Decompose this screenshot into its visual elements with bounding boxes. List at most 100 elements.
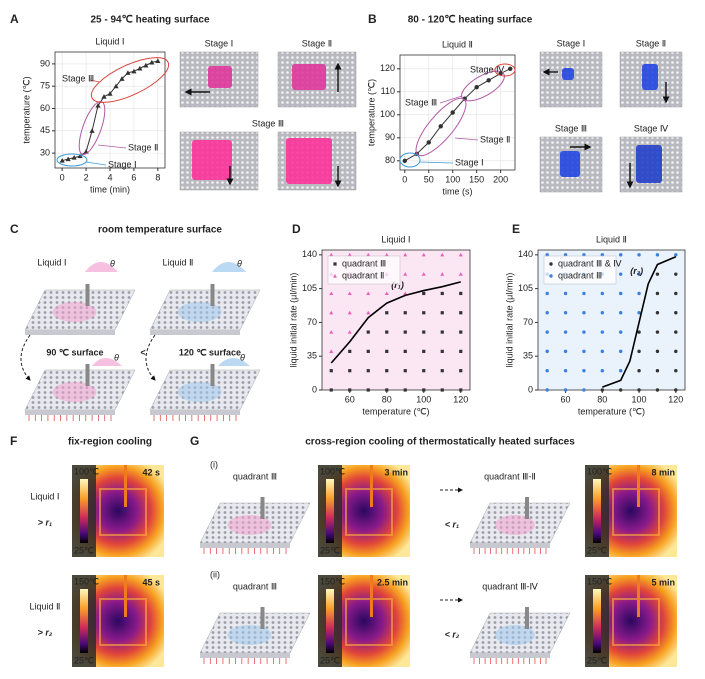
y-tick-label: 45	[40, 125, 50, 135]
point	[582, 291, 586, 296]
point	[329, 369, 333, 373]
point	[366, 388, 370, 392]
point	[149, 59, 155, 65]
y-tick-label: 0	[528, 384, 533, 394]
y-tick-label: 60	[40, 103, 50, 113]
x-tick-label: 200	[493, 174, 508, 184]
legend-label: quadrant Ⅲ	[342, 258, 386, 268]
scale-min: 25℃	[320, 545, 340, 555]
point	[131, 68, 137, 74]
point	[440, 272, 445, 276]
x-axis-label: time (s)	[443, 186, 473, 196]
y-tick-label: 0	[312, 384, 317, 394]
x-tick-label: 6	[131, 172, 136, 182]
scale-min: 25℃	[587, 655, 607, 665]
panel-letter: E	[512, 222, 520, 236]
surface-edge	[25, 330, 115, 335]
color-scale	[326, 589, 334, 653]
stage-label: Stage Ⅰ	[455, 157, 484, 167]
surface-edge	[470, 653, 550, 658]
needle	[525, 607, 529, 629]
photo-label: Stage Ⅳ	[634, 123, 669, 133]
point	[545, 368, 549, 373]
point	[384, 252, 389, 257]
angle-label: θ	[237, 258, 242, 268]
state-label: quadrant Ⅲ	[233, 471, 277, 481]
point	[366, 369, 370, 373]
state-label: quadrant Ⅲ-Ⅱ	[484, 471, 536, 481]
point	[403, 252, 408, 257]
droplet	[208, 66, 232, 88]
state-label: quadrant Ⅲ	[233, 581, 277, 591]
point	[600, 311, 605, 315]
x-axis-label: temperature (℃)	[362, 406, 429, 416]
point	[458, 272, 463, 276]
time-label: 2.5 min	[377, 577, 408, 587]
point	[637, 311, 641, 315]
plot-frame	[321, 249, 471, 391]
point	[440, 291, 444, 296]
time-label: 42 s	[142, 467, 160, 477]
point	[329, 252, 334, 257]
point	[385, 349, 389, 353]
legend-label: quadrant Ⅲ & Ⅳ	[558, 258, 622, 268]
point	[618, 368, 623, 373]
surface-edge	[200, 653, 290, 658]
point	[403, 369, 407, 373]
point	[459, 330, 463, 334]
chart-title: Liquid Ⅱ	[442, 39, 473, 49]
thermal-square	[345, 488, 393, 536]
point	[637, 388, 641, 392]
point	[385, 388, 389, 392]
liquid-label: Liquid Ⅱ	[163, 257, 194, 267]
photo-label: Stage Ⅲ	[252, 118, 284, 128]
legend-label: quadrant Ⅲ	[558, 270, 602, 280]
point	[600, 349, 605, 354]
liquid-label: Liquid Ⅱ	[30, 601, 61, 611]
point	[655, 330, 660, 334]
point	[125, 70, 131, 75]
point	[563, 330, 568, 334]
y-axis-label: temperature (℃)	[21, 76, 31, 143]
legend-marker	[549, 262, 553, 266]
color-scale	[80, 479, 88, 543]
point	[459, 388, 463, 392]
panel-title: 25 - 94℃ heating surface	[90, 15, 209, 26]
y-tick-label: 120	[380, 63, 395, 73]
point	[89, 128, 95, 133]
point	[440, 349, 444, 353]
liquid-patch	[495, 625, 535, 645]
photo-label: Stage Ⅰ	[205, 38, 234, 48]
stage-leader	[439, 95, 463, 104]
y-tick-label: 80	[385, 155, 395, 165]
panel-title: room temperature surface	[98, 225, 222, 236]
photo	[539, 51, 603, 108]
point	[329, 310, 334, 315]
point	[366, 291, 371, 296]
point	[600, 291, 605, 296]
point	[474, 84, 479, 90]
color-scale	[593, 589, 601, 653]
scale-min: 25℃	[74, 655, 94, 665]
point	[71, 154, 77, 160]
scale-max: 100℃	[74, 466, 99, 476]
point	[421, 252, 426, 257]
stage-ellipse	[56, 153, 88, 167]
x-tick-label: 100	[416, 394, 431, 404]
legend-label: quadrant Ⅱ	[342, 270, 384, 280]
point	[329, 388, 333, 392]
point	[655, 388, 660, 392]
data-line	[404, 68, 511, 162]
point	[366, 252, 371, 257]
scale-max: 100℃	[587, 466, 612, 476]
point	[655, 291, 660, 296]
scale-max: 150℃	[74, 576, 99, 586]
dashed-arrow	[20, 334, 31, 381]
x-tick-label: 80	[382, 394, 392, 404]
point	[655, 253, 660, 257]
time-label: 3 min	[384, 467, 408, 477]
point	[637, 291, 641, 296]
y-tick-label: 30	[40, 148, 50, 158]
point	[403, 349, 407, 353]
